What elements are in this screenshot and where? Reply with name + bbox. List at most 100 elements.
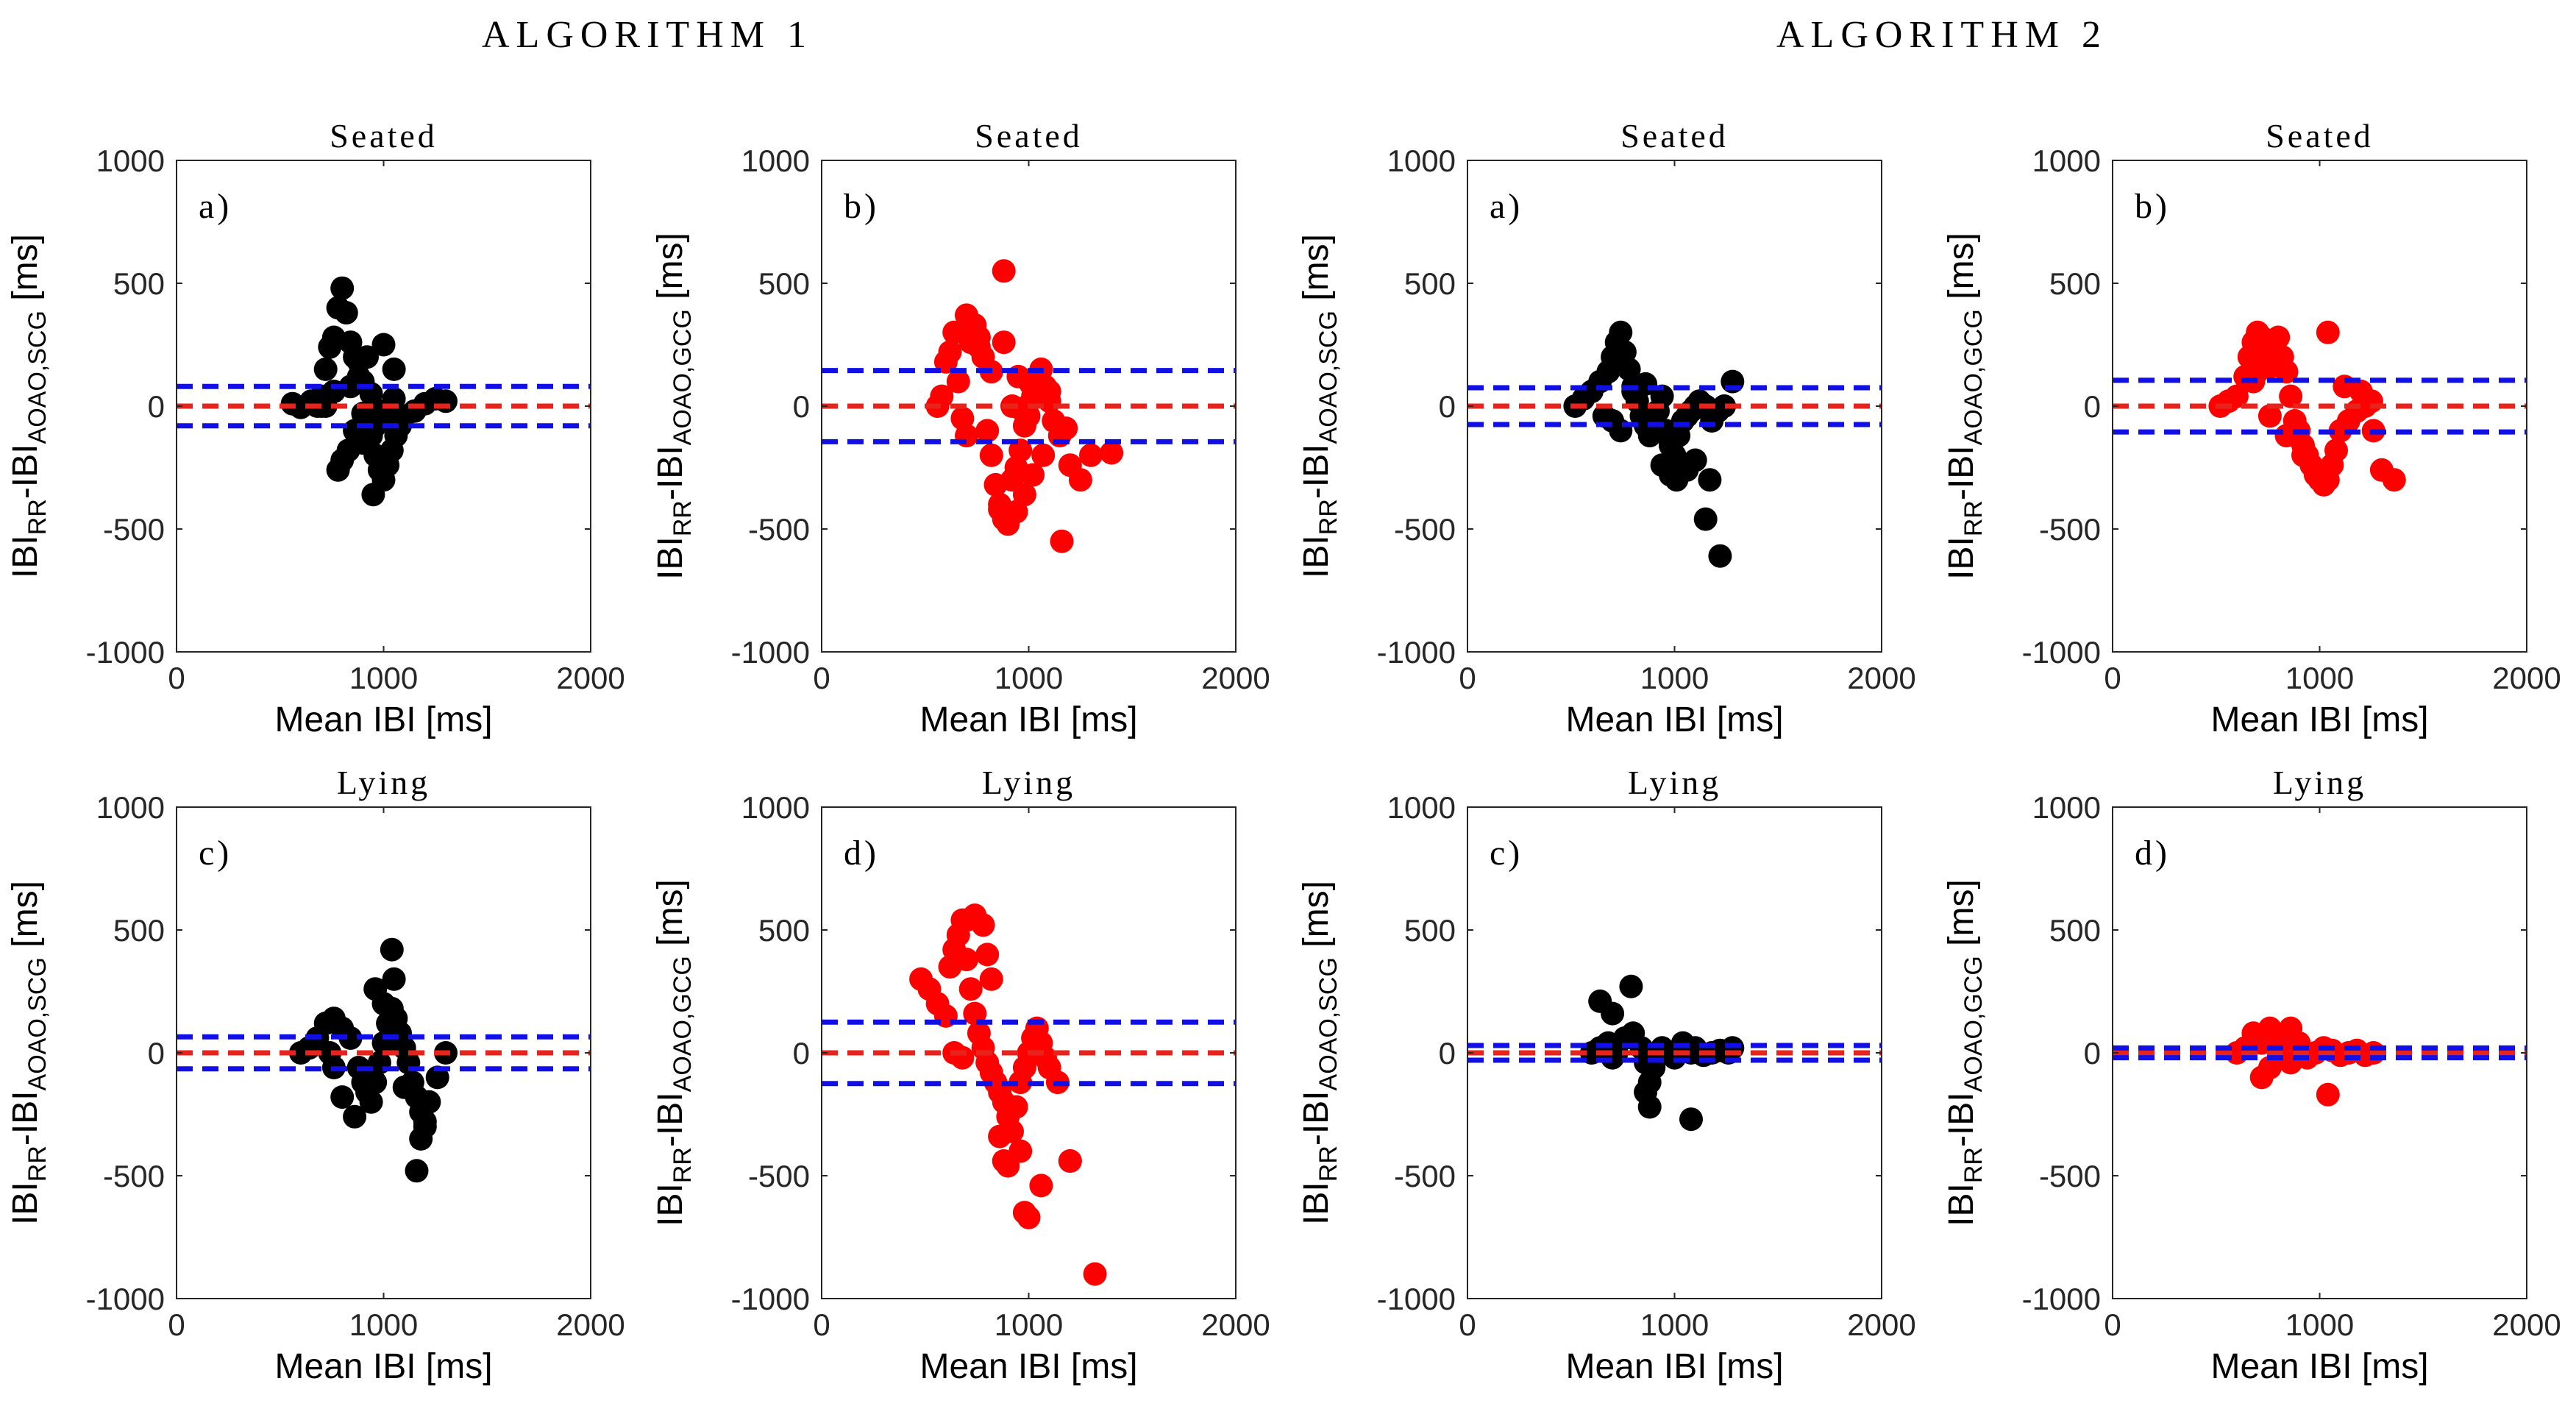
panel-label: c) <box>1490 834 1523 873</box>
chart-panel: Seated b) -1000 -500 0 500 1000 0 1000 2000 Mean I… <box>651 117 1270 739</box>
data-point <box>382 357 406 381</box>
y-axis-label-part: -IBI <box>1942 1092 1981 1147</box>
x-tick-label: 1000 <box>1640 661 1709 695</box>
data-point <box>338 1026 363 1050</box>
y-axis-label-part: AOAO,SCG <box>24 957 51 1090</box>
data-point <box>2249 1065 2274 1090</box>
data-point <box>361 483 385 507</box>
x-tick-label: 2000 <box>2492 661 2561 695</box>
data-point <box>1712 394 1737 418</box>
chart-panel: Seated a) -1000 -500 0 500 1000 0 1000 2000 Mean I… <box>6 117 625 739</box>
data-point <box>1068 468 1092 492</box>
x-tick-label: 2000 <box>1201 661 1270 695</box>
data-point <box>930 384 954 408</box>
y-axis-label-part: -IBI <box>1942 445 1981 500</box>
panel-label: a) <box>1490 187 1523 226</box>
y-tick-label: 500 <box>758 266 810 301</box>
y-tick-label: 0 <box>148 389 165 424</box>
y-tick-label: -500 <box>2039 1159 2101 1193</box>
y-tick-label: 1000 <box>2032 143 2101 178</box>
y-tick-label: 0 <box>2084 1036 2101 1071</box>
data-point <box>2266 325 2291 349</box>
data-point <box>1050 529 1074 553</box>
panel-title: Lying <box>982 764 1075 801</box>
x-tick-label: 2000 <box>556 661 625 695</box>
data-point <box>967 335 991 359</box>
y-axis-label-part: IBI <box>1297 535 1336 578</box>
data-point <box>1083 1262 1107 1286</box>
x-tick-label: 1000 <box>2285 661 2354 695</box>
data-point <box>334 301 358 325</box>
data-point <box>392 1075 416 1099</box>
data-point <box>1054 416 1078 441</box>
data-point <box>330 276 355 300</box>
data-point <box>1021 463 1045 487</box>
data-point <box>413 1109 437 1134</box>
data-point <box>2324 439 2348 463</box>
panel-title: Lying <box>337 764 430 801</box>
x-tick-label: 1000 <box>995 1307 1063 1342</box>
data-point <box>2359 389 2383 413</box>
y-tick-label: 0 <box>793 1036 810 1071</box>
y-tick-label: -1000 <box>731 1282 810 1316</box>
y-tick-label: -1000 <box>731 635 810 670</box>
data-point <box>1601 1001 1625 1026</box>
x-tick-label: 0 <box>1459 1307 1476 1342</box>
x-axis-label: Mean IBI [ms] <box>2210 1347 2428 1386</box>
y-axis-label-part: AOAO,GCG <box>669 956 697 1092</box>
data-point <box>1693 507 1718 531</box>
chart-panel: Lying d) -1000 -500 0 500 1000 0 1000 2000 Mean IB… <box>1942 764 2561 1386</box>
y-tick-label: -1000 <box>1377 1282 1456 1316</box>
data-point <box>330 1085 355 1109</box>
data-point <box>1079 443 1103 467</box>
data-point <box>2316 320 2340 344</box>
x-tick-label: 2000 <box>1847 661 1915 695</box>
plot-area <box>822 903 1236 1286</box>
data-point <box>958 977 983 1001</box>
data-point <box>1004 1095 1028 1119</box>
panel-label: c) <box>199 834 232 873</box>
y-axis-label: IBIRR-IBIAOAO,SCG [ms] <box>1297 234 1342 578</box>
data-point <box>425 1065 449 1090</box>
y-axis-label: IBIRR-IBIAOAO,SCG [ms] <box>1297 881 1342 1225</box>
y-axis-label-part: RR <box>1314 1146 1342 1182</box>
y-axis-label-part: [ms] <box>1942 879 1981 956</box>
data-point <box>313 357 338 381</box>
x-axis-label: Mean IBI [ms] <box>274 700 492 739</box>
panel-title: Seated <box>1620 117 1729 155</box>
y-tick-label: 1000 <box>96 790 165 825</box>
data-point <box>2257 1016 2282 1040</box>
plot-area <box>822 259 1236 553</box>
algorithm-1-title: ALGORITHM 1 <box>482 14 813 56</box>
y-axis-label-part: AOAO,GCG <box>1960 309 1988 445</box>
data-point <box>955 948 978 972</box>
data-point <box>338 374 363 399</box>
data-point <box>1058 1149 1082 1173</box>
data-point <box>975 942 1000 967</box>
y-tick-label: -1000 <box>86 1282 165 1316</box>
data-point <box>1650 384 1674 408</box>
y-axis-label-part: [ms] <box>1297 881 1336 957</box>
y-axis-label-part: [ms] <box>651 232 690 309</box>
panel-title: Seated <box>975 117 1083 155</box>
y-axis-label-part: -IBI <box>651 1092 690 1147</box>
x-axis-label: Mean IBI [ms] <box>2210 700 2428 739</box>
x-tick-label: 0 <box>168 661 185 695</box>
data-point <box>1100 441 1124 465</box>
x-tick-label: 0 <box>2104 661 2121 695</box>
x-tick-label: 2000 <box>556 1307 625 1342</box>
y-axis-label-part: AOAO,GCG <box>1960 956 1988 1092</box>
y-tick-label: -1000 <box>86 635 165 670</box>
plot-area <box>177 276 591 507</box>
y-tick-label: -1000 <box>2022 1282 2101 1316</box>
data-point <box>938 340 962 364</box>
plot-area <box>2113 1016 2527 1107</box>
y-tick-label: 0 <box>1439 1036 1456 1071</box>
y-axis-label-part: [ms] <box>1942 232 1981 309</box>
data-point <box>971 913 995 937</box>
y-axis-label-part: RR <box>1960 500 1988 536</box>
y-axis-label-part: RR <box>1314 499 1342 535</box>
data-point <box>405 1159 429 1183</box>
data-point <box>2291 443 2315 467</box>
y-tick-label: 500 <box>2049 913 2101 948</box>
